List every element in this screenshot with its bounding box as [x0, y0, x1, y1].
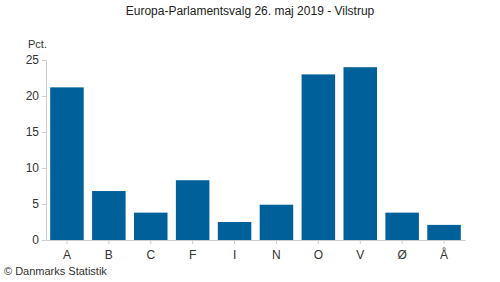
y-tick: 20	[26, 89, 46, 103]
x-tick: N	[272, 240, 281, 262]
bar	[218, 222, 252, 240]
y-axis-title: Pct.	[28, 38, 47, 50]
x-tick-label: Ø	[397, 248, 406, 262]
x-tick-mark	[318, 240, 319, 244]
x-tick-label: N	[272, 248, 281, 262]
bar	[427, 225, 461, 240]
y-tick: 5	[32, 197, 46, 211]
x-tick-mark	[234, 240, 235, 244]
y-tick: 0	[32, 233, 46, 247]
x-tick-label: B	[105, 248, 113, 262]
x-tick: V	[356, 240, 364, 262]
y-tick-label: 5	[32, 197, 39, 211]
y-tick-mark	[42, 60, 46, 61]
x-tick-mark	[150, 240, 151, 244]
bar	[385, 213, 419, 240]
bar	[50, 87, 84, 240]
x-tick-mark	[444, 240, 445, 244]
x-tick-mark	[402, 240, 403, 244]
bar	[176, 180, 210, 240]
y-tick-mark	[42, 168, 46, 169]
bar	[302, 74, 336, 240]
y-tick: 25	[26, 53, 46, 67]
y-tick-label: 10	[26, 161, 40, 175]
y-tick-label: 25	[26, 53, 40, 67]
x-tick: Å	[440, 240, 448, 262]
x-tick: A	[63, 240, 71, 262]
x-tick-mark	[276, 240, 277, 244]
y-tick-label: 0	[32, 233, 39, 247]
x-tick: C	[146, 240, 155, 262]
bar	[260, 205, 294, 240]
x-tick-label: C	[146, 248, 155, 262]
chart: 0 5 10 15 20 25 A B C F I N O V Ø Å Europa-Parlamentsval…	[0, 0, 500, 282]
y-tick-mark	[42, 96, 46, 97]
y-tick-mark	[42, 132, 46, 133]
x-tick-mark	[66, 240, 67, 244]
x-axis: ABCFINOVØÅ	[47, 240, 466, 262]
x-tick-label: F	[189, 248, 196, 262]
bar	[343, 67, 377, 240]
bar	[92, 191, 126, 240]
source: © Danmarks Statistik	[4, 265, 107, 277]
y-tick-mark	[42, 240, 46, 241]
bars	[50, 67, 461, 240]
y-axis: 0 5 10 15 20 25	[26, 53, 47, 247]
x-tick: O	[314, 240, 323, 262]
x-tick: F	[189, 240, 196, 262]
title: Europa-Parlamentsvalg 26. maj 2019 - Vil…	[126, 4, 375, 18]
x-tick-label: O	[314, 248, 323, 262]
x-tick-label: V	[356, 248, 364, 262]
y-tick-mark	[42, 204, 46, 205]
y-tick: 10	[26, 161, 46, 175]
x-tick: I	[233, 240, 236, 262]
x-tick-label: A	[63, 248, 71, 262]
plot: 0 5 10 15 20 25 A B C F I N O V Ø Å	[26, 53, 466, 262]
x-tick-label: I	[233, 248, 236, 262]
x-tick-mark	[192, 240, 193, 244]
y-axis-line	[46, 61, 47, 241]
y-tick: 15	[26, 125, 46, 139]
y-tick-label: 15	[26, 125, 40, 139]
x-tick-mark	[108, 240, 109, 244]
y-tick-label: 20	[26, 89, 40, 103]
x-tick: Ø	[397, 240, 406, 262]
x-tick-mark	[360, 240, 361, 244]
x-tick-label: Å	[440, 247, 448, 262]
bar	[134, 213, 168, 240]
x-tick: B	[105, 240, 113, 262]
